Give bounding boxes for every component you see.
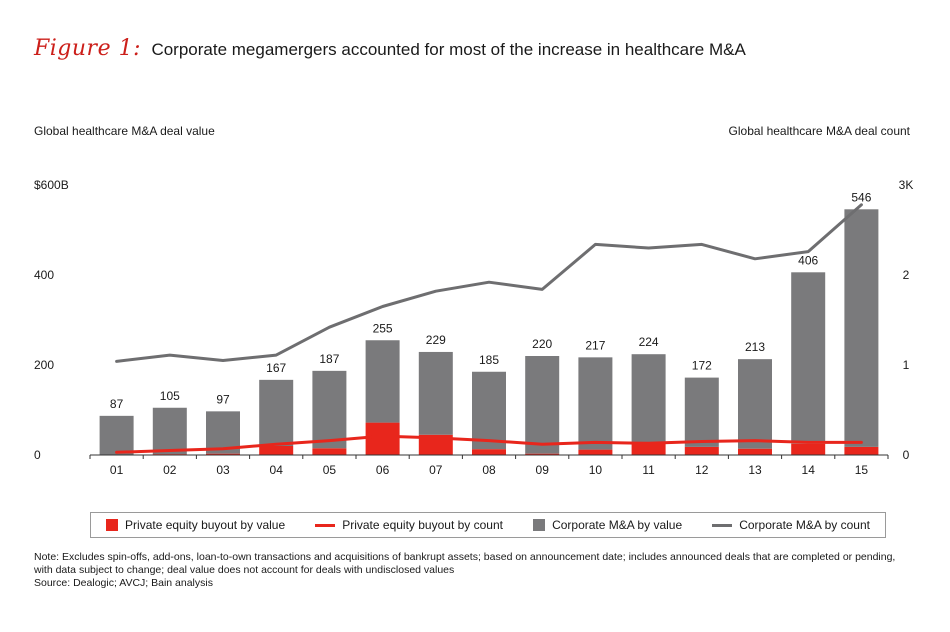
bar-corp-value-14	[791, 272, 826, 444]
bar-pe-value-06	[365, 422, 400, 455]
legend-item-corp-value: Corporate M&A by value	[533, 518, 682, 532]
data-label-10: 217	[585, 338, 605, 352]
x-tick-label-01: 01	[110, 463, 124, 477]
source-text: Source: Dealogic; AVCJ; Bain analysis	[34, 577, 213, 589]
line-pe-count	[115, 434, 863, 454]
right-tick-label: 3K	[899, 178, 914, 192]
chart-notes: Note: Excludes spin-offs, add-ons, loan-…	[34, 551, 914, 590]
bar-corp-value-10	[578, 357, 613, 450]
bar-corp-value-11	[631, 354, 666, 443]
data-label-08: 185	[479, 353, 499, 367]
bar-corp-value-12	[684, 377, 719, 447]
legend-item-pe-count: Private equity buyout by count	[315, 518, 503, 532]
legend-swatch-corp-value	[533, 519, 546, 531]
right-tick-label: 2	[903, 268, 910, 282]
note-text: Note: Excludes spin-offs, add-ons, loan-…	[34, 551, 896, 576]
x-tick-label-14: 14	[802, 463, 816, 477]
bar-pe-value-12	[684, 446, 719, 455]
bar-pe-value-03	[206, 453, 240, 455]
x-tick-label-13: 13	[748, 463, 762, 477]
legend-label-corp-value: Corporate M&A by value	[552, 518, 683, 532]
bar-pe-value-10	[578, 449, 613, 455]
bar-pe-value-15	[844, 446, 879, 455]
bar-corp-value-15	[844, 209, 879, 447]
figure-title-row: Figure 1: Corporate megamergers accounte…	[34, 36, 746, 70]
data-label-02: 105	[160, 389, 180, 403]
x-tick-label-06: 06	[376, 463, 390, 477]
legend-label-pe-count: Private equity buyout by count	[342, 518, 503, 532]
bar-pe-value-04	[259, 446, 294, 455]
x-tick-label-09: 09	[536, 463, 550, 477]
data-label-15: 546	[851, 190, 871, 204]
bar-pe-value-09	[525, 453, 560, 455]
bar-corp-value-02	[152, 407, 187, 455]
x-tick-label-08: 08	[482, 463, 496, 477]
data-label-09: 220	[532, 337, 552, 351]
left-tick-label: 200	[34, 358, 54, 372]
x-tick-label-03: 03	[216, 463, 230, 477]
x-tick-label-12: 12	[695, 463, 709, 477]
right-tick-label: 1	[903, 358, 910, 372]
bar-corp-value-09	[525, 356, 560, 454]
bar-corp-value-04	[259, 379, 294, 446]
x-tick-label-07: 07	[429, 463, 443, 477]
chart-legend: Private equity buyout by value Private e…	[90, 512, 886, 538]
legend-item-corp-count: Corporate M&A by count	[712, 518, 870, 532]
data-label-11: 224	[639, 335, 659, 349]
right-tick-label: 0	[903, 448, 910, 462]
bar-pe-value-08	[472, 449, 506, 455]
figure-title: Corporate megamergers accounted for most…	[151, 40, 746, 59]
bar-pe-value-14	[791, 443, 826, 455]
x-tick-label-15: 15	[855, 463, 869, 477]
x-tick-label-10: 10	[589, 463, 603, 477]
bar-corp-value-01	[99, 415, 134, 455]
figure-label: Figure 1:	[34, 36, 141, 61]
left-axis-title: Global healthcare M&A deal value	[34, 124, 215, 138]
data-label-05: 187	[319, 352, 339, 366]
bar-corp-value-08	[472, 371, 506, 450]
data-label-04: 167	[266, 361, 286, 375]
bar-corp-value-13	[738, 359, 772, 449]
data-label-12: 172	[692, 359, 712, 373]
x-tick-label-11: 11	[642, 463, 655, 477]
bar-corp-value-06	[365, 340, 400, 423]
left-tick-label: 0	[34, 448, 41, 462]
data-label-03: 97	[216, 392, 230, 406]
left-tick-label: $600B	[34, 178, 69, 192]
legend-label-pe-value: Private equity buyout by value	[125, 518, 286, 532]
bar-corp-value-05	[312, 370, 347, 449]
bar-pe-value-05	[312, 448, 347, 455]
legend-swatch-pe-value	[106, 519, 119, 531]
x-tick-label-02: 02	[163, 463, 177, 477]
left-tick-label: 400	[34, 268, 54, 282]
right-axis-title: Global healthcare M&A deal count	[728, 124, 910, 138]
data-label-13: 213	[745, 340, 765, 354]
bar-pe-value-13	[738, 448, 772, 455]
bar-pe-value-11	[631, 442, 666, 455]
x-tick-label-04: 04	[270, 463, 284, 477]
x-tick-label-05: 05	[323, 463, 337, 477]
data-label-14: 406	[798, 253, 818, 267]
legend-swatch-pe-count	[315, 523, 336, 527]
data-label-01: 87	[110, 397, 124, 411]
line-corp-count	[115, 203, 863, 363]
legend-swatch-corp-count	[712, 523, 733, 527]
legend-label-corp-count: Corporate M&A by count	[739, 518, 870, 532]
bar-corp-value-07	[418, 351, 453, 435]
legend-item-pe-value: Private equity buyout by value	[106, 518, 285, 532]
data-label-06: 255	[373, 321, 393, 335]
data-label-07: 229	[426, 333, 446, 347]
